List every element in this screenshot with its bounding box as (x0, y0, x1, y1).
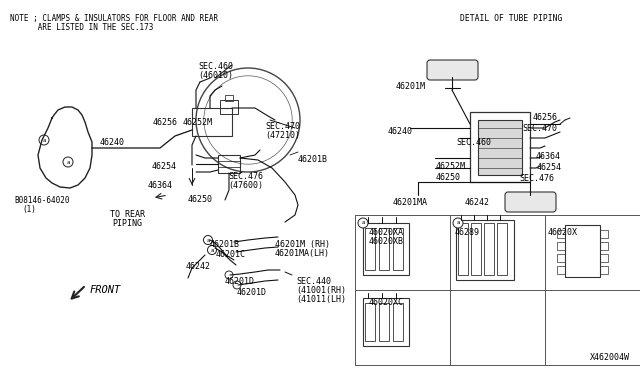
Text: 46240: 46240 (100, 138, 125, 147)
Text: 46364: 46364 (536, 152, 561, 161)
Text: (47210): (47210) (265, 131, 300, 140)
Text: (46010): (46010) (198, 71, 233, 80)
Text: 46250: 46250 (436, 173, 461, 182)
Circle shape (204, 235, 212, 244)
Text: 46242: 46242 (465, 198, 490, 207)
Text: (41011(LH): (41011(LH) (296, 295, 346, 304)
FancyBboxPatch shape (427, 60, 478, 80)
Bar (393, 228, 403, 270)
Bar (393, 303, 403, 341)
Circle shape (204, 236, 212, 244)
Circle shape (208, 246, 216, 254)
Text: FRONT: FRONT (90, 285, 121, 295)
Text: X462004W: X462004W (590, 353, 630, 362)
Text: SEC.476: SEC.476 (519, 174, 554, 183)
Text: SEC.460: SEC.460 (198, 62, 233, 71)
Text: a: a (362, 221, 365, 225)
Text: 46020XB: 46020XB (369, 237, 404, 246)
Bar (478, 120, 522, 175)
Text: ARE LISTED IN THE SEC.173: ARE LISTED IN THE SEC.173 (10, 23, 154, 32)
Text: 46250: 46250 (188, 195, 213, 204)
Text: 46242: 46242 (186, 262, 211, 271)
Bar (192, 108, 232, 136)
Bar (379, 228, 389, 270)
Bar (218, 155, 240, 173)
Text: 46201M (RH): 46201M (RH) (275, 240, 330, 249)
Text: 46252M: 46252M (436, 162, 466, 171)
Text: B08146-64020: B08146-64020 (14, 196, 70, 205)
Bar (565, 225, 600, 277)
Bar (225, 95, 233, 101)
Text: a: a (42, 138, 45, 142)
Text: (47600): (47600) (228, 181, 263, 190)
Bar (456, 220, 514, 280)
Bar (379, 303, 389, 341)
Text: 46252M: 46252M (183, 118, 213, 127)
Bar (220, 100, 238, 114)
Bar (557, 242, 565, 250)
Text: 46020XA: 46020XA (369, 228, 404, 237)
Bar (557, 230, 565, 238)
Text: 46201D: 46201D (237, 288, 267, 297)
Bar (497, 223, 507, 275)
Bar (363, 223, 409, 275)
Text: (1): (1) (22, 205, 36, 214)
Bar (600, 242, 608, 250)
Text: SEC.440: SEC.440 (296, 277, 331, 286)
Bar (470, 112, 530, 182)
Text: 46201D: 46201D (225, 277, 255, 286)
Text: a: a (67, 160, 70, 164)
Text: 46254: 46254 (537, 163, 562, 172)
Bar (365, 228, 375, 270)
Text: SEC.470: SEC.470 (522, 124, 557, 133)
Bar (600, 266, 608, 274)
Text: SEC.460: SEC.460 (456, 138, 491, 147)
Text: SEC.476: SEC.476 (228, 172, 263, 181)
Text: 46364: 46364 (148, 181, 173, 190)
Text: 46256: 46256 (533, 113, 558, 122)
Circle shape (358, 218, 368, 228)
Text: 46289: 46289 (455, 228, 480, 237)
Text: a: a (206, 237, 210, 243)
Bar (557, 254, 565, 262)
Text: 46201MA(LH): 46201MA(LH) (275, 249, 330, 258)
Circle shape (233, 281, 241, 289)
Circle shape (225, 271, 233, 279)
Text: PIPING: PIPING (112, 219, 142, 228)
Text: TO REAR: TO REAR (110, 210, 145, 219)
Circle shape (453, 218, 463, 228)
Text: 46240: 46240 (388, 127, 413, 136)
Text: DETAIL OF TUBE PIPING: DETAIL OF TUBE PIPING (460, 14, 563, 23)
Bar (363, 298, 409, 346)
Bar (458, 223, 468, 275)
Bar (600, 254, 608, 262)
Text: 46020XC: 46020XC (369, 298, 404, 307)
Text: 46201M: 46201M (396, 82, 426, 91)
Text: 46254: 46254 (152, 162, 177, 171)
Bar (600, 230, 608, 238)
Text: (41001(RH): (41001(RH) (296, 286, 346, 295)
Text: 46201B: 46201B (298, 155, 328, 164)
Text: 46201MA: 46201MA (393, 198, 428, 207)
Text: 46020X: 46020X (548, 228, 578, 237)
Text: 46201B: 46201B (210, 240, 240, 249)
Text: 46256: 46256 (153, 118, 178, 127)
Circle shape (63, 157, 73, 167)
Bar (365, 303, 375, 341)
Text: a: a (456, 221, 460, 225)
Text: NOTE ; CLAMPS & INSULATORS FOR FLOOR AND REAR: NOTE ; CLAMPS & INSULATORS FOR FLOOR AND… (10, 14, 218, 23)
Bar (484, 223, 494, 275)
Text: a: a (211, 247, 214, 253)
FancyBboxPatch shape (505, 192, 556, 212)
Bar (557, 266, 565, 274)
Circle shape (207, 246, 216, 254)
Bar (471, 223, 481, 275)
Text: SEC.470: SEC.470 (265, 122, 300, 131)
Text: 46201C: 46201C (216, 250, 246, 259)
Circle shape (39, 135, 49, 145)
